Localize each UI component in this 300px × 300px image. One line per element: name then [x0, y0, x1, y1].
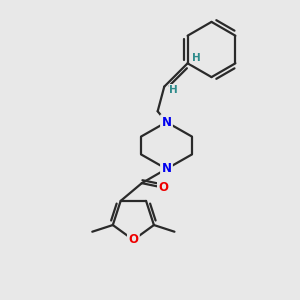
Text: N: N: [161, 162, 172, 176]
Text: H: H: [192, 53, 200, 63]
Text: O: O: [128, 233, 138, 247]
Text: O: O: [158, 181, 168, 194]
Text: N: N: [161, 116, 172, 129]
Text: H: H: [169, 85, 178, 95]
